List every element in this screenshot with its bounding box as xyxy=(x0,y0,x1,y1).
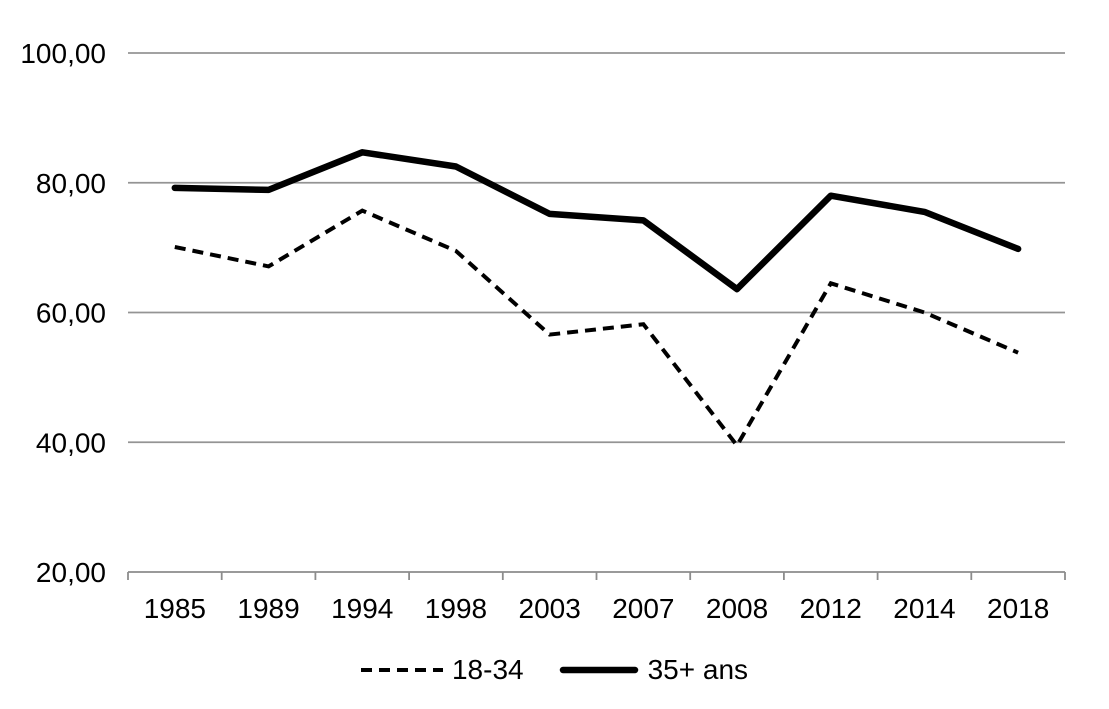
series-line-18-34 xyxy=(174,208,1019,450)
x-tick-label: 1985 xyxy=(144,593,206,624)
legend-item-35-plus-ans: 35+ ans xyxy=(559,656,748,684)
dashed-line-key-icon xyxy=(360,668,443,672)
x-tick-label: 2014 xyxy=(893,593,955,624)
y-tick-label: 20,00 xyxy=(36,557,106,588)
series-line-35-ans xyxy=(171,149,1022,293)
y-tick-label: 40,00 xyxy=(36,427,106,458)
x-tick-label: 2012 xyxy=(800,593,862,624)
y-tick-label: 60,00 xyxy=(36,298,106,329)
x-tick-label: 2003 xyxy=(519,593,581,624)
x-tick-label: 1989 xyxy=(237,593,299,624)
x-tick-label: 1994 xyxy=(331,593,393,624)
x-tick-label: 2018 xyxy=(987,593,1049,624)
x-tick-label: 2007 xyxy=(612,593,674,624)
legend: 18-34 35+ ans xyxy=(0,656,1109,684)
y-tick-label: 100,00 xyxy=(20,38,106,69)
legend-item-18-34: 18-34 xyxy=(360,654,524,685)
legend-label-35-plus-ans: 35+ ans xyxy=(647,654,749,685)
x-tick-label: 1998 xyxy=(425,593,487,624)
y-tick-label: 80,00 xyxy=(36,168,106,199)
solid-line-key-icon xyxy=(559,666,638,674)
x-tick-label: 2008 xyxy=(706,593,768,624)
legend-label-18-34: 18-34 xyxy=(451,654,524,685)
